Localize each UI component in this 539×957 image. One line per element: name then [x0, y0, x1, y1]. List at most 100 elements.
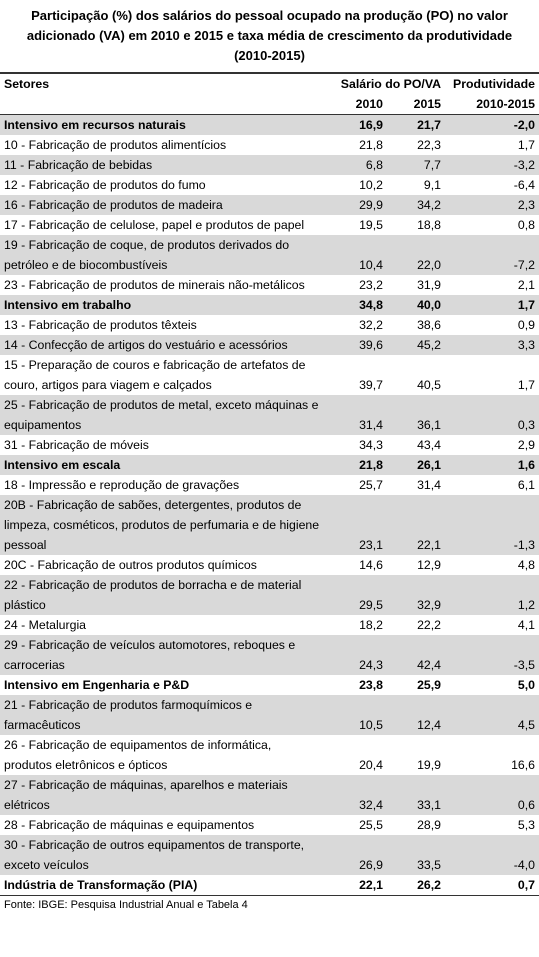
sector-cell: 20B - Fabricação de sabões, detergentes,…	[4, 498, 320, 552]
value-cell: 0,9	[517, 318, 535, 332]
value-cell: 1,7	[517, 378, 535, 392]
sector-cell: 16 - Fabricação de produtos de madeira	[4, 198, 223, 212]
value-cell: 12,4	[417, 718, 441, 732]
value-cell: 29,9	[359, 198, 383, 212]
table-row: 13 - Fabricação de produtos têxteis 32,2 3…	[0, 315, 539, 335]
value-cell: 16,9	[359, 118, 383, 132]
sector-cell: 12 - Fabricação de produtos do fumo	[4, 178, 206, 192]
table-row: 12 - Fabricação de produtos do fumo 10,2 9…	[0, 175, 539, 195]
value-cell: 3,3	[517, 338, 535, 352]
sector-cell: 22 - Fabricação de produtos de borracha …	[4, 578, 302, 612]
value-cell: 22,1	[417, 538, 441, 552]
value-cell: 32,2	[359, 318, 383, 332]
table-row: 11 - Fabricação de bebidas 6,8 7,7 -3,2	[0, 155, 539, 175]
value-cell: 4,8	[517, 558, 535, 572]
table-row: 18 - Impressão e reprodução de gravações…	[0, 475, 539, 495]
value-cell: 43,4	[417, 438, 441, 452]
table-row: 22 - Fabricação de produtos de borracha …	[0, 575, 539, 615]
group-row: Intensivo em escala 21,8 26,1 1,6	[0, 455, 539, 475]
group-row: Intensivo em recursos naturais 16,9 21,7 -2…	[0, 114, 539, 135]
sector-cell: 28 - Fabricação de máquinas e equipament…	[4, 818, 255, 832]
sector-cell: 10 - Fabricação de produtos alimentícios	[4, 138, 227, 152]
value-cell: 20,4	[359, 758, 383, 772]
value-cell: 34,8	[359, 298, 383, 312]
source: Fonte: IBGE: Pesquisa Industrial Anual e…	[4, 899, 248, 911]
sector-cell: 24 - Metalurgia	[4, 618, 87, 632]
value-cell: 31,9	[417, 278, 441, 292]
sector-cell: 27 - Fabricação de máquinas, aparelhos e…	[4, 778, 288, 812]
header-cell: Setores	[0, 72, 325, 94]
value-cell: -6,4	[513, 178, 535, 192]
value-cell: 40,0	[417, 298, 441, 312]
value-cell: 2,3	[517, 198, 535, 212]
sector-cell: 30 - Fabricação de outros equipamentos d…	[4, 838, 305, 872]
sector-cell: 19 - Fabricação de coque, de produtos de…	[4, 238, 290, 272]
value-cell: 31,4	[359, 418, 383, 432]
value-cell: 26,9	[359, 858, 383, 872]
value-cell: -1,3	[513, 538, 535, 552]
value-cell: 25,5	[359, 818, 383, 832]
value-cell: 25,7	[359, 478, 383, 492]
header-cell: 2010-2015	[445, 94, 539, 115]
value-cell: 34,2	[417, 198, 441, 212]
header-cell: 2015	[387, 94, 445, 115]
sector-cell: 15 - Preparação de couros e fabricação d…	[4, 358, 306, 392]
group-row: Intensivo em Engenharia e P&D 23,8 25,9 5,0	[0, 675, 539, 695]
value-cell: 4,1	[517, 618, 535, 632]
table-row: 15 - Preparação de couros e fabricação d…	[0, 355, 539, 395]
value-cell: -3,2	[513, 158, 535, 172]
header-cell	[0, 94, 325, 115]
value-cell: 1,6	[517, 458, 535, 472]
table-row: 14 - Confecção de artigos do vestuário e…	[0, 335, 539, 355]
value-cell: 36,1	[417, 418, 441, 432]
value-cell: 33,5	[417, 858, 441, 872]
data-table: Setores Salário do PO/VA Produtividade 2…	[0, 72, 539, 896]
value-cell: 0,7	[445, 875, 539, 896]
value-cell: 33,1	[417, 798, 441, 812]
table-row: 28 - Fabricação de máquinas e equipament…	[0, 815, 539, 835]
value-cell: 19,5	[359, 218, 383, 232]
header-cell: 2010	[325, 94, 387, 115]
value-cell: 40,5	[417, 378, 441, 392]
value-cell: 0,6	[517, 798, 535, 812]
value-cell: 14,6	[359, 558, 383, 572]
value-cell: 24,3	[359, 658, 383, 672]
value-cell: 0,8	[517, 218, 535, 232]
sector-cell: Intensivo em recursos naturais	[4, 118, 186, 132]
value-cell: 12,9	[417, 558, 441, 572]
value-cell: 28,9	[417, 818, 441, 832]
value-cell: 9,1	[423, 178, 441, 192]
table-row: 17 - Fabricação de celulose, papel e pro…	[0, 215, 539, 235]
value-cell: 31,4	[417, 478, 441, 492]
value-cell: 34,3	[359, 438, 383, 452]
table-row: 27 - Fabricação de máquinas, aparelhos e…	[0, 775, 539, 815]
sector-cell: 14 - Confecção de artigos do vestuário e…	[4, 338, 288, 352]
value-cell: 5,0	[517, 678, 535, 692]
sector-cell: 26 - Fabricação de equipamentos de infor…	[4, 738, 272, 772]
value-cell: 32,4	[359, 798, 383, 812]
sector-cell: 31 - Fabricação de móveis	[4, 438, 149, 452]
value-cell: 45,2	[417, 338, 441, 352]
value-cell: 22,1	[325, 875, 387, 896]
value-cell: 22,0	[417, 258, 441, 272]
table-row: 29 - Fabricação de veículos automotores,…	[0, 635, 539, 675]
sector-cell: 17 - Fabricação de celulose, papel e pro…	[4, 218, 305, 232]
header-row: 2010 2015 2010-2015	[0, 94, 539, 115]
sector-cell: 18 - Impressão e reprodução de gravações	[4, 478, 240, 492]
sector-cell: Indústria de Transformação (PIA)	[0, 875, 325, 896]
value-cell: 21,8	[359, 458, 383, 472]
sector-cell: 21 - Fabricação de produtos farmoquímico…	[4, 698, 253, 732]
table-row: 19 - Fabricação de coque, de produtos de…	[0, 235, 539, 275]
value-cell: 7,7	[423, 158, 441, 172]
value-cell: -2,0	[513, 118, 535, 132]
table-row: 31 - Fabricação de móveis 34,3 43,4 2,9	[0, 435, 539, 455]
sector-cell: 11 - Fabricação de bebidas	[4, 158, 153, 172]
value-cell: 21,7	[417, 118, 441, 132]
value-cell: 32,9	[417, 598, 441, 612]
sector-cell: 25 - Fabricação de produtos de metal, ex…	[4, 398, 319, 432]
sector-cell: 23 - Fabricação de produtos de minerais …	[4, 278, 305, 292]
value-cell: -4,0	[513, 858, 535, 872]
table-row: 25 - Fabricação de produtos de metal, ex…	[0, 395, 539, 435]
value-cell: -3,5	[513, 658, 535, 672]
value-cell: 18,2	[359, 618, 383, 632]
